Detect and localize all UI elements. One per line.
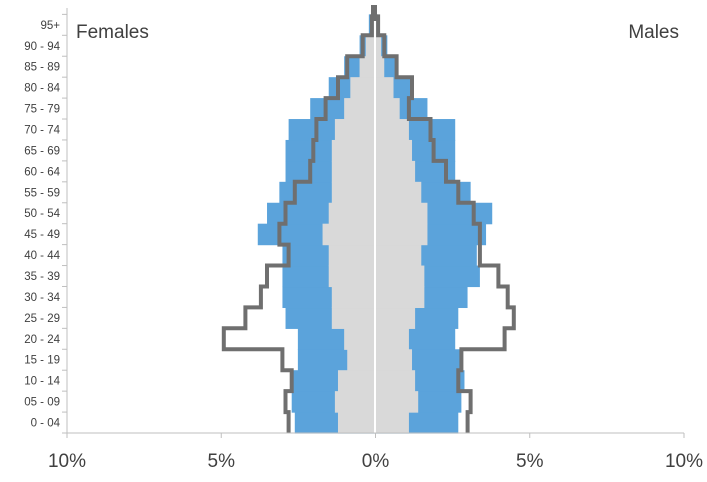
grey-bar-female-10 (328, 202, 375, 225)
grey-bar-male-18 (375, 35, 382, 57)
grey-bar-female-4 (344, 328, 375, 350)
grey-bar-male-9 (375, 223, 428, 246)
top-age-marker (371, 5, 377, 21)
y-tick-label: 15 - 19 (24, 355, 60, 367)
grey-bar-male-3 (375, 349, 413, 371)
grey-bar-male-13 (375, 139, 413, 162)
grey-bar-female-5 (331, 307, 375, 329)
grey-bar-female-16 (350, 77, 375, 99)
grey-bar-female-15 (344, 98, 375, 120)
x-tick-label: 5% (516, 451, 544, 472)
grey-bar-male-16 (375, 77, 394, 99)
x-tick-label: 5% (208, 451, 236, 472)
y-tick-label: 85 - 89 (24, 62, 60, 74)
y-tick-label: 30 - 34 (24, 292, 60, 304)
grey-bar-male-17 (375, 56, 385, 78)
grey-bar-female-0 (337, 412, 375, 434)
y-tick-label: 75 - 79 (24, 104, 60, 116)
x-tick-label: 10% (665, 451, 703, 472)
x-tick-labels: 10% 5% 0% 5% 10% (48, 451, 703, 472)
y-tick-label: 70 - 74 (24, 124, 60, 136)
grey-bar-female-7 (328, 265, 375, 288)
y-tick-label: 40 - 44 (24, 250, 60, 262)
y-tick-label: 60 - 64 (24, 166, 60, 178)
y-tick-label: 50 - 54 (24, 208, 60, 220)
grey-bar-male-14 (375, 119, 409, 141)
y-axis (62, 8, 68, 434)
y-tick-label: 95+ (40, 20, 60, 32)
grey-bars-layer (322, 14, 428, 434)
females-label: Females (76, 22, 149, 43)
grey-bar-male-2 (375, 370, 416, 392)
y-tick-label: 55 - 59 (24, 187, 60, 199)
y-tick-label: 0 - 04 (31, 418, 61, 430)
grey-bar-female-9 (322, 223, 375, 246)
grey-bar-female-18 (365, 35, 375, 57)
grey-bar-female-12 (331, 160, 375, 183)
y-tick-label: 20 - 24 (24, 334, 60, 346)
y-tick-label: 35 - 39 (24, 271, 60, 283)
grey-bar-female-2 (337, 370, 375, 392)
grey-bar-male-7 (375, 265, 425, 288)
grey-bar-female-17 (359, 56, 375, 78)
males-label: Males (628, 22, 679, 43)
x-axis (66, 432, 685, 438)
x-tick-label: 10% (48, 451, 86, 472)
y-tick-label: 05 - 09 (24, 397, 60, 409)
y-tick-label: 90 - 94 (24, 41, 60, 53)
grey-bar-female-1 (334, 391, 375, 413)
grey-bar-female-13 (331, 139, 375, 162)
y-tick-labels: 0 - 04 05 - 09 10 - 14 15 - 19 20 - 24 25 - 2… (24, 20, 60, 430)
grey-bar-male-15 (375, 98, 400, 120)
y-tick-label: 10 - 14 (24, 376, 60, 388)
grey-bar-male-5 (375, 307, 416, 329)
grey-bar-male-11 (375, 181, 422, 204)
grey-bar-female-11 (331, 181, 375, 204)
grey-bar-female-14 (334, 119, 375, 141)
grey-bar-male-6 (375, 286, 425, 309)
y-tick-label: 25 - 29 (24, 313, 60, 325)
grey-bar-male-1 (375, 391, 419, 413)
grey-bar-female-6 (331, 286, 375, 309)
female-outline-step (221, 14, 374, 433)
y-tick-label: 80 - 84 (24, 83, 60, 95)
grey-bar-female-3 (347, 349, 375, 371)
x-tick-label: 0% (362, 451, 390, 472)
grey-bar-male-8 (375, 244, 422, 267)
grey-bar-male-10 (375, 202, 428, 225)
y-tick-label: 65 - 69 (24, 145, 60, 157)
grey-bar-female-8 (328, 244, 375, 267)
y-tick-label: 45 - 49 (24, 229, 60, 241)
male-outline-step (376, 14, 516, 433)
grey-bar-male-12 (375, 160, 416, 183)
grey-bar-male-0 (375, 412, 409, 434)
grey-bar-male-4 (375, 328, 409, 350)
